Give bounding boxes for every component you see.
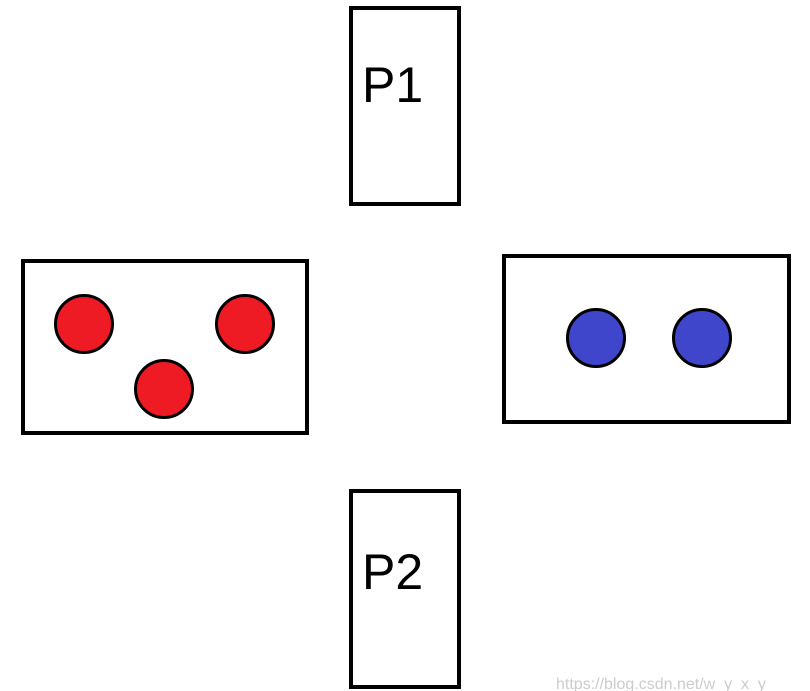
label-p1: P1	[362, 56, 423, 114]
red-circle-icon	[54, 294, 114, 354]
red-circle-icon	[134, 359, 194, 419]
watermark-text: https://blog.csdn.net/w_y_x_y	[556, 676, 766, 691]
label-p2: P2	[362, 543, 423, 601]
box-right-blue-group	[502, 254, 791, 424]
blue-circle-icon	[672, 308, 732, 368]
red-circle-icon	[215, 294, 275, 354]
blue-circle-icon	[566, 308, 626, 368]
